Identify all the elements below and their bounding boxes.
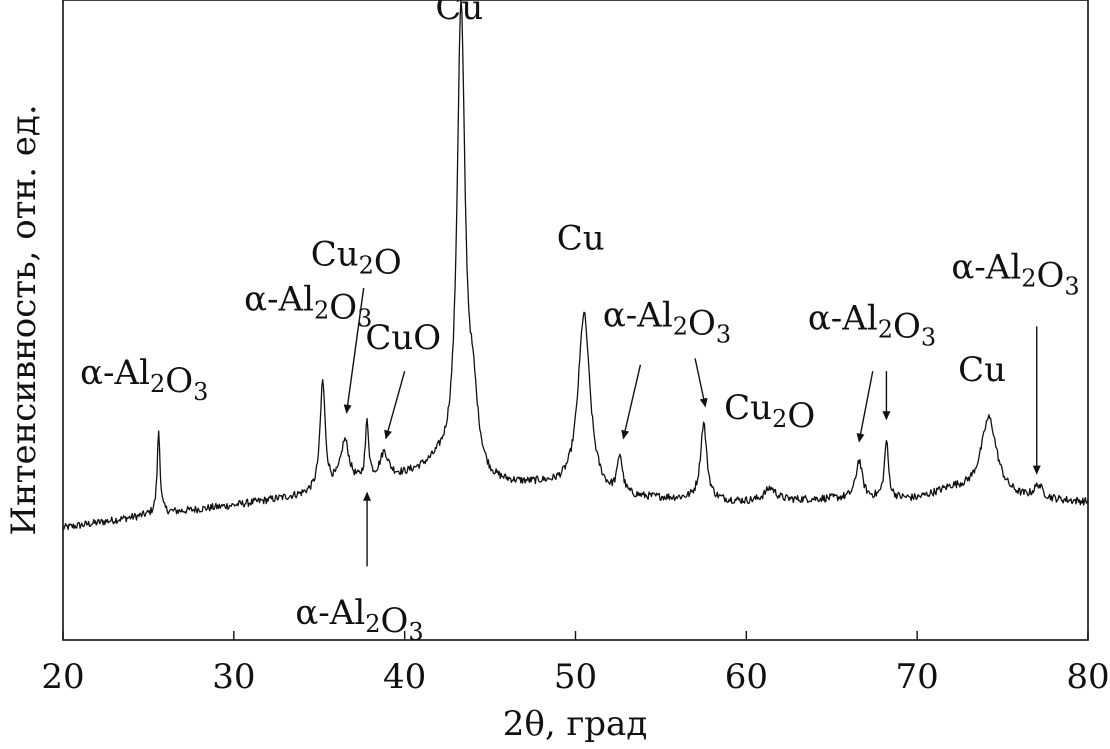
- phase-label-10: Cu: [958, 350, 1006, 390]
- x-tick-label-80: 80: [1066, 657, 1109, 697]
- annotation-arrow-0: [343, 287, 365, 414]
- y-axis-label: Интенсивность, отн. ед.: [4, 104, 44, 535]
- x-axis-tick-labels: 20 30 40 50 60 70 80: [41, 657, 1109, 697]
- annotation-arrow-1: [384, 371, 406, 440]
- x-tick-label-40: 40: [383, 657, 426, 697]
- phase-label-6: Cu: [557, 219, 605, 259]
- annotation-arrow-4: [856, 371, 874, 443]
- x-axis-label: 2θ, град: [503, 704, 648, 744]
- diffraction-pattern-line: [62, 0, 1089, 531]
- phase-label-8: Cu2O: [724, 388, 815, 436]
- x-tick-label-50: 50: [554, 657, 597, 697]
- phase-label-9: α-Al2O3: [808, 299, 936, 352]
- phase-annotations: α-Al2O3α-Al2O3Cu2OCuOα-Al2O3CuCuα-Al2O3C…: [80, 0, 1080, 646]
- phase-label-4: α-Al2O3: [295, 593, 423, 646]
- annotation-arrow-6: [694, 358, 708, 408]
- phase-label-1: α-Al2O3: [244, 279, 372, 332]
- phase-label-7: α-Al2O3: [603, 295, 731, 348]
- phase-label-5: Cu: [435, 0, 483, 28]
- phase-label-0: α-Al2O3: [80, 353, 208, 406]
- x-tick-label-70: 70: [896, 657, 939, 697]
- annotation-arrows: [343, 287, 1041, 567]
- phase-label-2: Cu2O: [311, 235, 402, 283]
- phase-label-3: CuO: [365, 318, 441, 358]
- x-axis-ticks: [62, 631, 1089, 640]
- annotation-arrow-3: [621, 364, 642, 440]
- plot-frame: [62, 0, 1089, 641]
- phase-label-11: α-Al2O3: [951, 247, 1079, 300]
- x-tick-label-20: 20: [41, 657, 84, 697]
- x-tick-label-60: 60: [725, 657, 768, 697]
- x-tick-label-30: 30: [212, 657, 255, 697]
